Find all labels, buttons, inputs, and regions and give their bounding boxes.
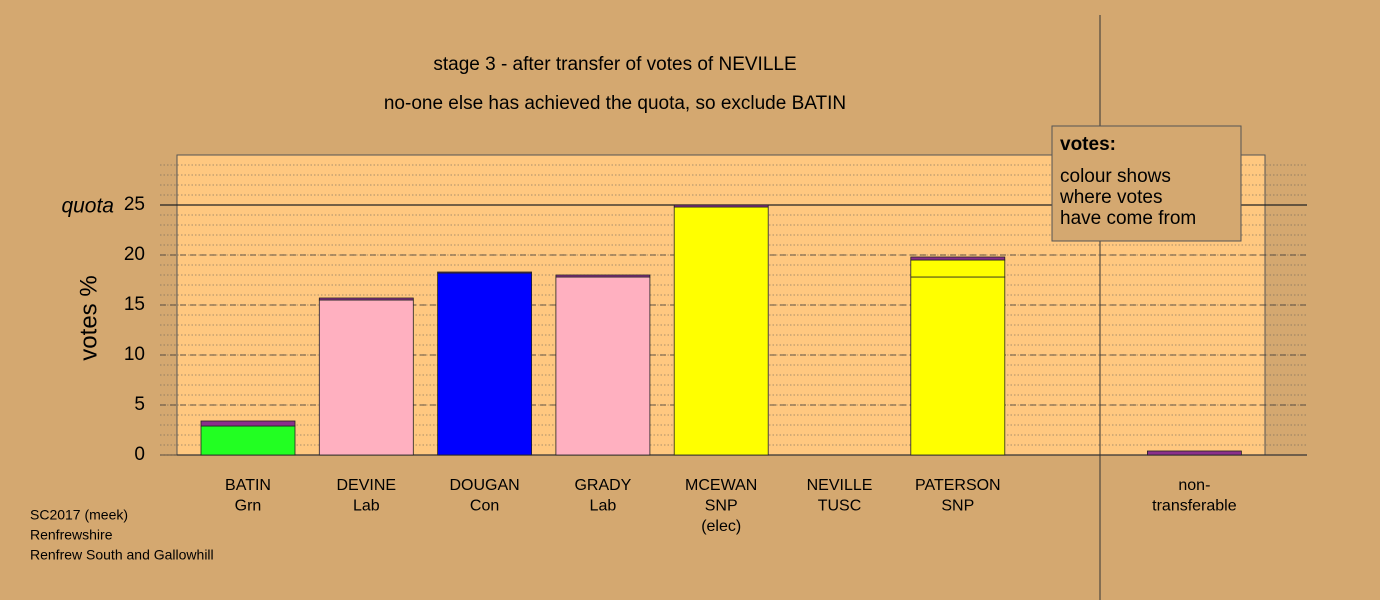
bar-segment	[318, 299, 414, 456]
x-tick-label: MCEWAN	[685, 477, 757, 494]
y-tick-label: 25	[124, 194, 145, 215]
legend-text: colour shows	[1060, 166, 1171, 187]
x-tick-label: Lab	[353, 498, 380, 515]
quota-label: quota	[61, 195, 114, 218]
bar-segment	[673, 206, 769, 456]
bar-segment	[910, 276, 1006, 456]
bar-segment	[200, 425, 296, 456]
x-tick-label: DEVINE	[337, 477, 397, 494]
legend-title: votes:	[1060, 134, 1116, 155]
x-tick-label: Grn	[235, 498, 262, 515]
footer: Renfrew South and Gallowhill	[30, 547, 214, 563]
y-tick-label: 0	[134, 444, 145, 465]
x-tick-label: non-	[1178, 477, 1210, 494]
x-tick-label: Lab	[590, 498, 617, 515]
footer: Renfrewshire	[30, 527, 113, 543]
bar-segment	[555, 274, 651, 278]
y-axis-label: votes %	[75, 275, 102, 360]
x-tick-label: GRADY	[574, 477, 631, 494]
x-tick-label: NEVILLE	[807, 477, 873, 494]
x-tick-label: DOUGAN	[449, 477, 519, 494]
bar-segment	[910, 256, 1006, 261]
x-tick-label: transferable	[1152, 498, 1237, 515]
x-tick-label: SNP	[941, 498, 974, 515]
x-tick-label: SNP	[705, 498, 738, 515]
legend-box	[1051, 125, 1242, 242]
y-tick-label: 20	[124, 244, 145, 265]
bar-segment	[437, 272, 533, 456]
y-tick-label: 5	[134, 394, 145, 415]
bar-segment	[318, 297, 414, 301]
x-tick-label: Con	[470, 498, 499, 515]
legend-text: where votes	[1059, 187, 1162, 208]
x-tick-label: BATIN	[225, 477, 271, 494]
legend: votes: colour shows where votes have com…	[1051, 125, 1242, 242]
chart-title: stage 3 - after transfer of votes of NEV…	[433, 54, 796, 75]
bar-segment	[910, 259, 1006, 278]
y-tick-label: 10	[124, 344, 145, 365]
y-tick-label: 15	[124, 294, 145, 315]
x-tick-label: TUSC	[818, 498, 862, 515]
bars	[200, 204, 1242, 456]
bar-segment	[200, 420, 296, 427]
bar-segment	[1147, 450, 1242, 456]
bar-segment	[673, 204, 769, 208]
bar-segment	[437, 271, 533, 274]
footer: SC2017 (meek)	[30, 507, 128, 523]
chart-subtitle: no-one else has achieved the quota, so e…	[384, 93, 846, 114]
x-tick-label: PATERSON	[915, 477, 1001, 494]
legend-text: have come from	[1060, 208, 1196, 229]
bar-segment	[555, 276, 651, 456]
x-tick-label: (elec)	[701, 518, 741, 535]
